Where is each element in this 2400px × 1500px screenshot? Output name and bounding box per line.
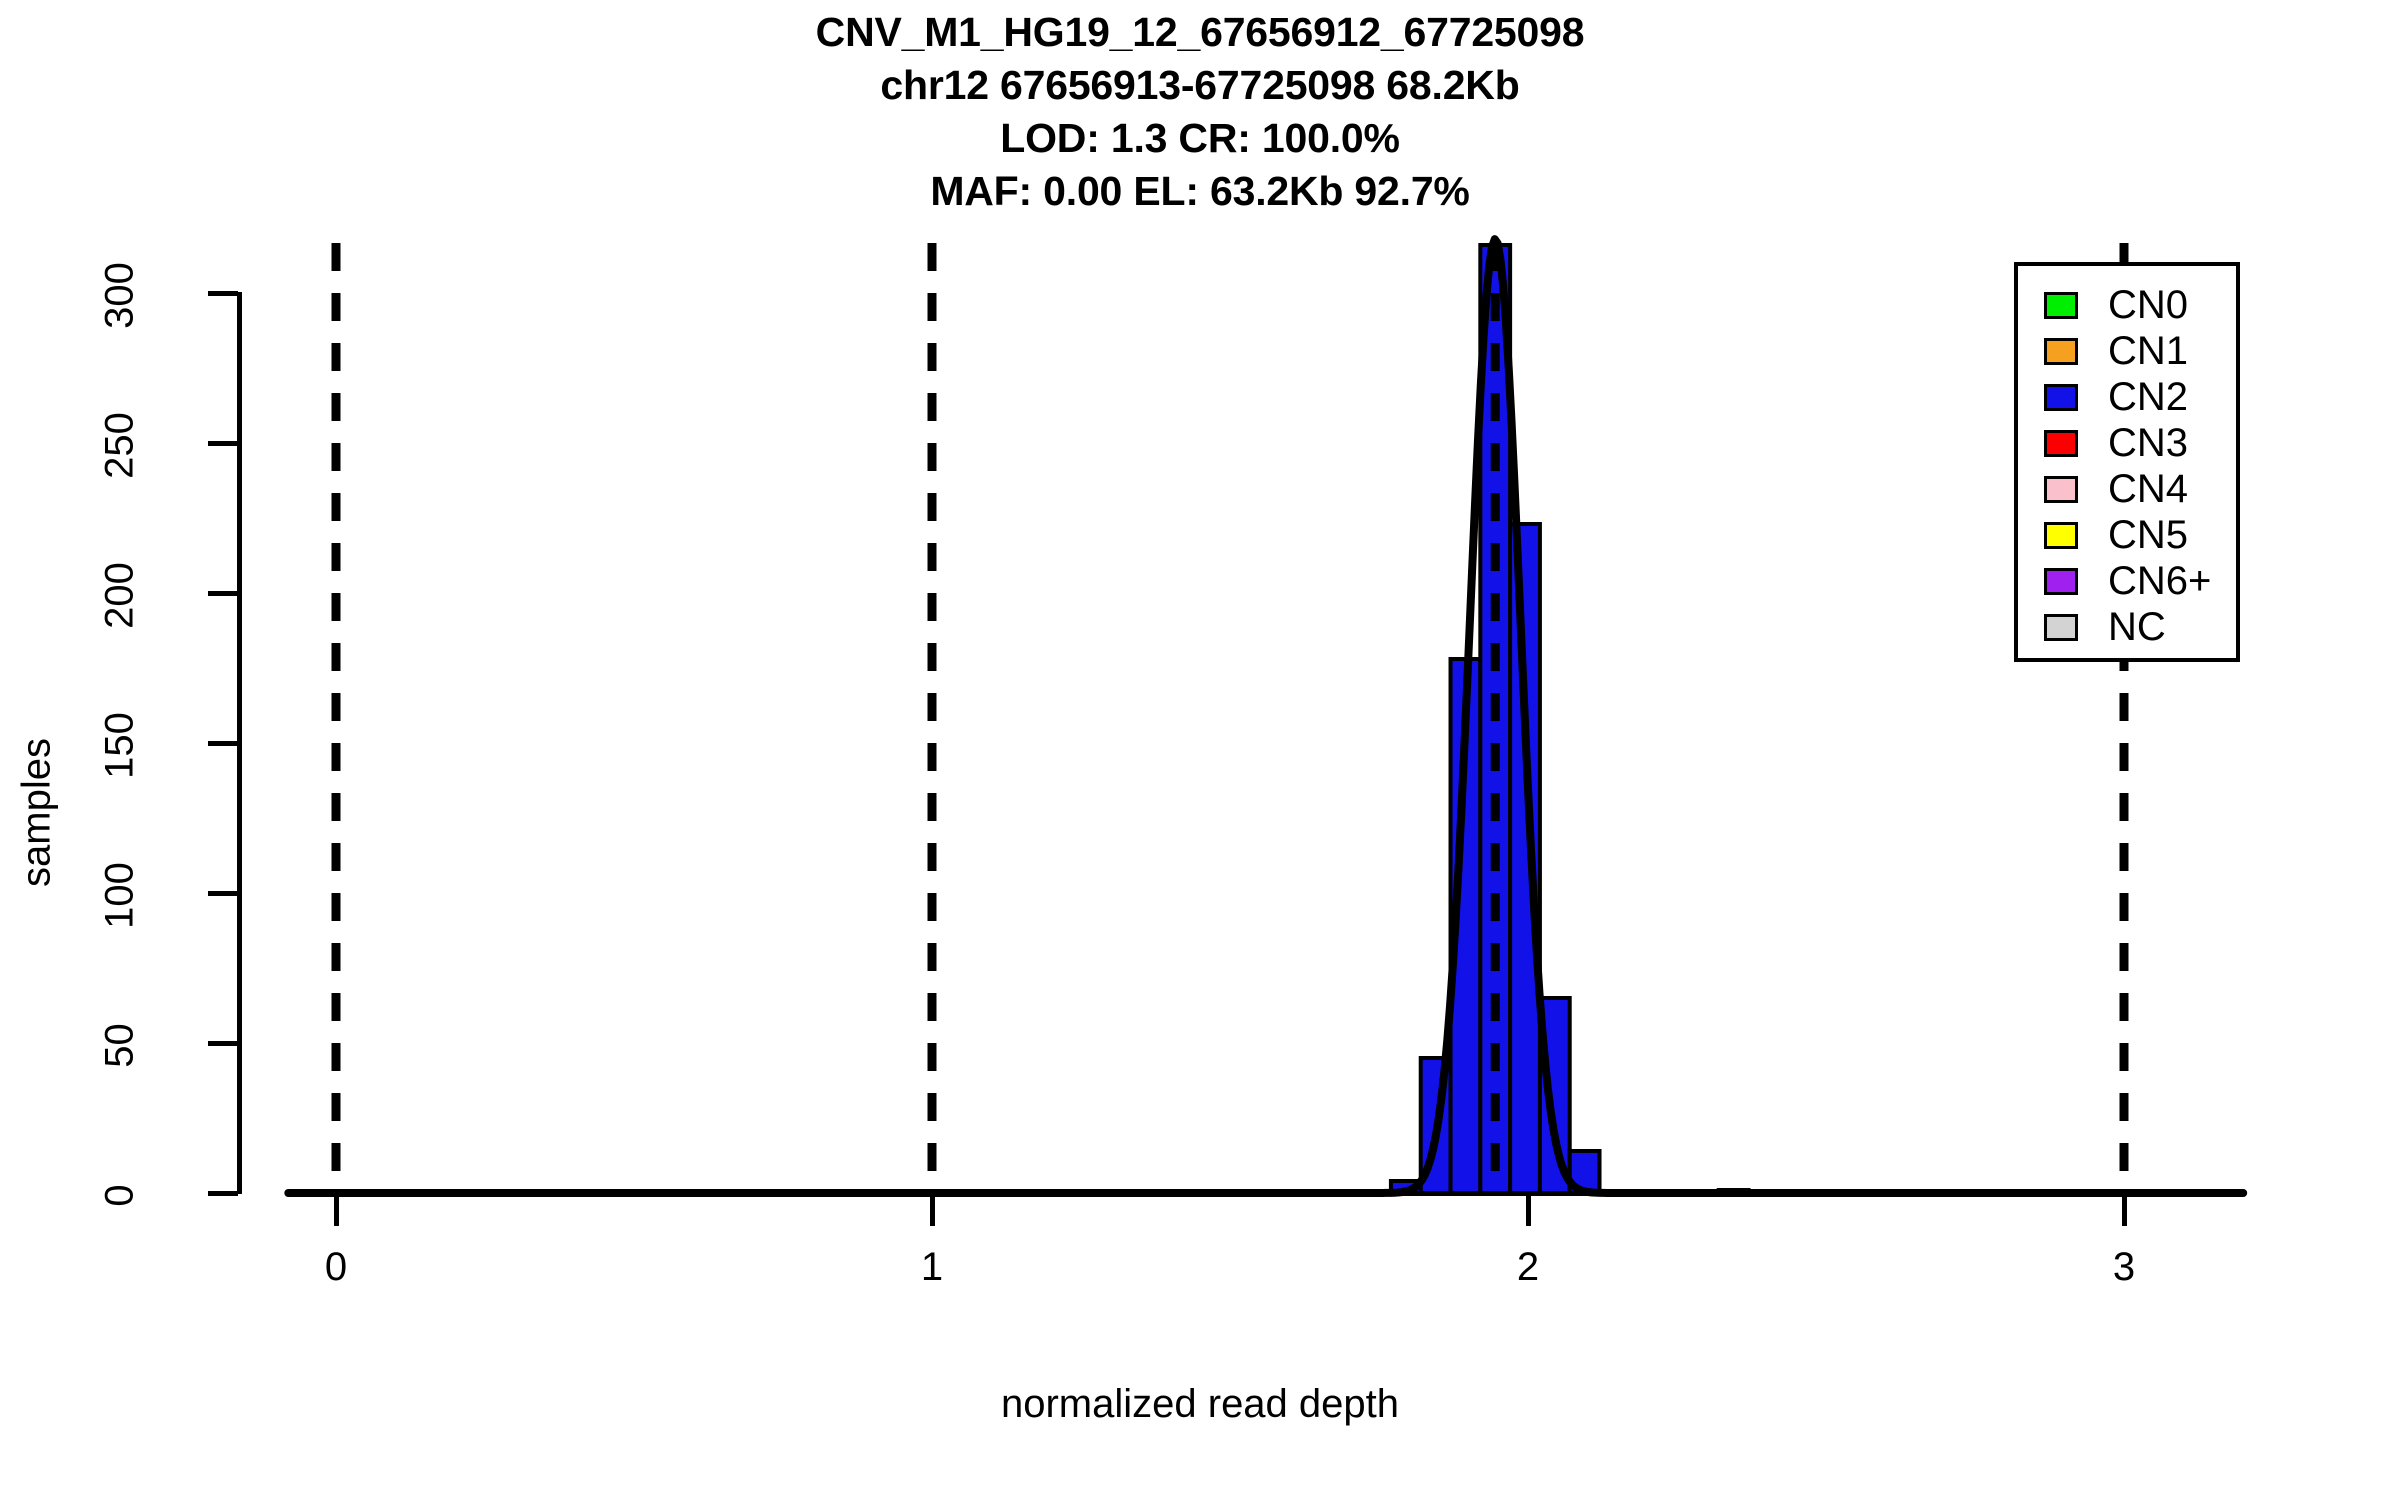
legend-item-nc[interactable]: NC bbox=[2018, 604, 2236, 650]
y-tick-100 bbox=[208, 891, 238, 896]
y-tick-label-250: 250 bbox=[97, 412, 142, 479]
legend-item-cn6plus[interactable]: CN6+ bbox=[2018, 558, 2236, 604]
legend-swatch-icon bbox=[2044, 475, 2078, 503]
x-tick-2 bbox=[1526, 1196, 1531, 1226]
y-tick-300 bbox=[208, 291, 238, 296]
x-axis-line bbox=[336, 1191, 2125, 1196]
density-curve bbox=[284, 235, 2248, 1197]
x-tick-0 bbox=[334, 1196, 339, 1226]
legend-item-label: NC bbox=[2108, 605, 2166, 649]
legend-swatch-icon bbox=[2044, 567, 2078, 595]
legend-item-label: CN4 bbox=[2108, 467, 2189, 511]
y-tick-label-100: 100 bbox=[97, 862, 142, 929]
copy-number-markers bbox=[331, 243, 2129, 1193]
title-line-1: CNV_M1_HG19_12_67656912_67725098 bbox=[815, 9, 1585, 55]
legend-item-cn4[interactable]: CN4 bbox=[2018, 466, 2236, 512]
legend-swatch-icon bbox=[2044, 291, 2078, 319]
x-tick-1 bbox=[930, 1196, 935, 1226]
y-tick-label-50: 50 bbox=[97, 1023, 142, 1068]
y-tick-label-300: 300 bbox=[97, 262, 142, 329]
title-line-4: MAF: 0.00 EL: 63.2Kb 92.7% bbox=[930, 168, 1470, 214]
legend-item-cn5[interactable]: CN5 bbox=[2018, 512, 2236, 558]
y-axis-line bbox=[237, 292, 242, 1194]
legend-item-label: CN3 bbox=[2108, 421, 2189, 465]
y-tick-label-200: 200 bbox=[97, 562, 142, 629]
legend-item-label: CN5 bbox=[2108, 513, 2189, 557]
x-tick-label-0: 0 bbox=[324, 1245, 348, 1289]
y-tick-50 bbox=[208, 1041, 238, 1046]
legend-item-cn0[interactable]: CN0 bbox=[2018, 282, 2236, 328]
legend-swatch-icon bbox=[2044, 429, 2078, 457]
legend: CN0 CN1 CN2 CN3 CN4 CN5 CN6+ NC bbox=[2014, 262, 2240, 662]
legend-item-label: CN0 bbox=[2108, 283, 2189, 327]
legend-swatch-icon bbox=[2044, 383, 2078, 411]
y-tick-0 bbox=[208, 1191, 238, 1196]
x-tick-label-1: 1 bbox=[920, 1245, 944, 1289]
legend-item-label: CN2 bbox=[2108, 375, 2189, 419]
x-axis-label: normalized read depth bbox=[1000, 1382, 1400, 1426]
y-tick-200 bbox=[208, 591, 238, 596]
legend-swatch-icon bbox=[2044, 337, 2078, 365]
legend-swatch-icon bbox=[2044, 521, 2078, 549]
page-title: CNV_M1_HG19_12_67656912_67725098 chr12 6… bbox=[0, 6, 2400, 218]
y-tick-label-150: 150 bbox=[97, 712, 142, 779]
x-tick-3 bbox=[2122, 1196, 2127, 1226]
legend-item-cn2[interactable]: CN2 bbox=[2018, 374, 2236, 420]
title-line-2: chr12 67656913-67725098 68.2Kb bbox=[880, 62, 1520, 108]
legend-item-label: CN6+ bbox=[2108, 559, 2212, 603]
x-tick-label-2: 2 bbox=[1516, 1245, 1540, 1289]
legend-item-label: CN1 bbox=[2108, 329, 2189, 373]
x-tick-label-3: 3 bbox=[2112, 1245, 2136, 1289]
y-tick-250 bbox=[208, 441, 238, 446]
legend-swatch-icon bbox=[2044, 613, 2078, 641]
title-line-3: LOD: 1.3 CR: 100.0% bbox=[1000, 115, 1400, 161]
legend-item-cn1[interactable]: CN1 bbox=[2018, 328, 2236, 374]
y-tick-150 bbox=[208, 741, 238, 746]
y-tick-label-0: 0 bbox=[97, 1184, 142, 1207]
legend-item-cn3[interactable]: CN3 bbox=[2018, 420, 2236, 466]
